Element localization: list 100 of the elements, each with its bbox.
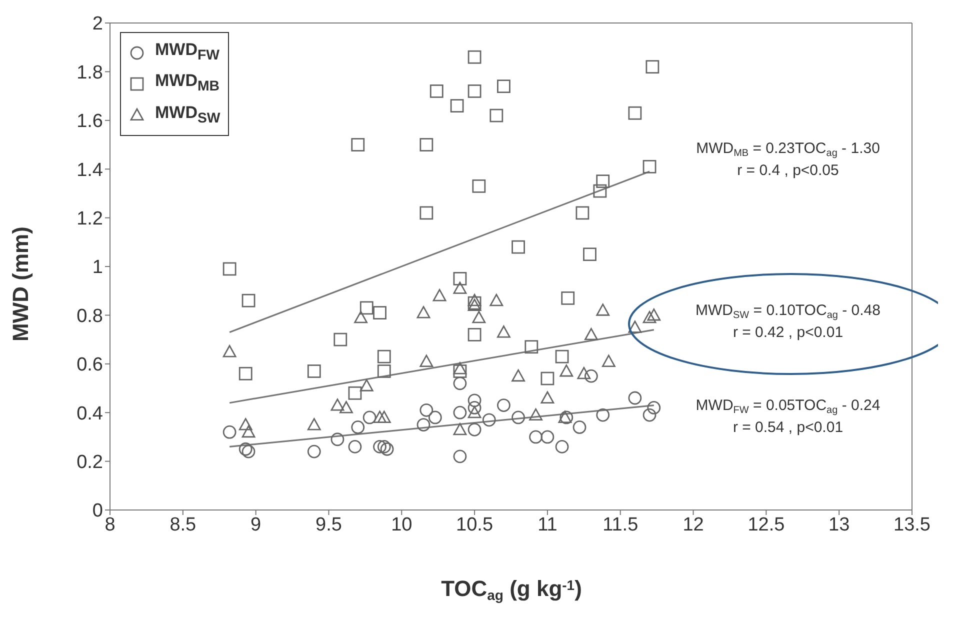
legend-label: MWD$_{SW}$	[155, 102, 220, 128]
point	[628, 320, 642, 333]
point	[468, 84, 482, 98]
point	[430, 84, 444, 98]
annotation: MWD$_{FW}$ = 0.05TOC$_{ag}$ - 0.24	[696, 397, 880, 416]
point	[472, 179, 486, 193]
x-tick-label: 8.5	[170, 514, 196, 536]
point	[348, 386, 362, 400]
x-tick-label: 11.5	[602, 514, 638, 536]
point	[468, 294, 482, 306]
annotation: MWD$_{SW}$ = 0.10TOC$_{ag}$ - 0.48	[696, 302, 880, 321]
point	[468, 50, 482, 64]
y-axis-title: MWD (mm)	[8, 226, 33, 342]
x-tick-label: 12.5	[748, 514, 785, 536]
y-tick-label: 1.6	[76, 111, 103, 132]
point	[497, 326, 510, 338]
point	[242, 444, 256, 458]
point	[540, 391, 554, 404]
point	[490, 108, 504, 122]
point	[242, 294, 256, 308]
point	[453, 422, 467, 436]
point	[373, 440, 386, 454]
point	[242, 425, 256, 438]
point	[420, 354, 434, 367]
point	[628, 106, 642, 120]
point	[512, 369, 525, 382]
point	[307, 418, 321, 430]
point	[512, 410, 525, 424]
x-tick-label: 13.5	[894, 514, 930, 536]
point	[596, 304, 610, 316]
y-tick-label: 0	[92, 500, 103, 522]
point	[468, 422, 482, 436]
y-tick-label: 0.2	[76, 452, 103, 474]
point	[453, 364, 467, 378]
point	[222, 345, 236, 358]
point	[377, 410, 391, 423]
point	[540, 430, 554, 444]
point	[572, 420, 586, 434]
point	[472, 310, 486, 324]
point	[307, 364, 321, 378]
point	[453, 362, 467, 374]
point	[468, 298, 482, 311]
y-tick-label: 1	[92, 257, 103, 278]
point	[642, 408, 656, 422]
point	[420, 403, 434, 417]
x-tick-label: 12	[682, 514, 704, 536]
point	[307, 444, 321, 458]
point	[555, 350, 569, 364]
point	[555, 440, 569, 454]
point	[576, 206, 590, 220]
point	[334, 332, 348, 346]
point	[380, 442, 394, 456]
x-tick-label: 10	[391, 514, 412, 536]
annotation: r = 0.42 , p<0.01	[732, 324, 844, 341]
point	[377, 350, 391, 364]
point	[420, 206, 434, 220]
x-tick-label: 8	[104, 514, 116, 536]
point	[529, 430, 542, 444]
point	[642, 310, 656, 324]
point	[642, 160, 656, 174]
x-tick-label: 13	[828, 514, 850, 536]
point	[377, 364, 391, 378]
point	[497, 80, 510, 94]
point	[490, 294, 504, 306]
point	[468, 401, 482, 414]
point	[453, 376, 467, 390]
point	[351, 420, 365, 434]
point	[238, 366, 252, 380]
y-tick-label: 0.6	[76, 354, 103, 376]
point	[468, 296, 482, 310]
point	[482, 413, 496, 427]
point	[647, 401, 661, 414]
point	[377, 440, 391, 454]
point	[453, 450, 467, 464]
point	[416, 418, 430, 432]
point	[584, 369, 598, 383]
point	[238, 442, 252, 456]
point	[628, 391, 642, 405]
point	[420, 138, 434, 152]
point	[540, 372, 554, 386]
point	[453, 272, 467, 286]
point	[512, 240, 525, 254]
point	[340, 401, 353, 414]
point	[416, 306, 430, 318]
point	[222, 262, 236, 276]
x-tick-label: 9.5	[316, 514, 342, 536]
point	[238, 418, 252, 430]
x-tick-label: 10.5	[456, 514, 494, 536]
point	[360, 301, 374, 315]
point	[602, 354, 616, 367]
point	[373, 410, 386, 423]
point	[583, 248, 596, 262]
y-tick-label: 1.2	[76, 208, 103, 230]
point	[351, 138, 365, 152]
y-tick-label: 1.4	[76, 160, 104, 181]
point	[596, 174, 610, 188]
point	[524, 340, 538, 354]
point	[529, 408, 542, 421]
annotation: r = 0.54 , p<0.01	[732, 419, 844, 436]
point	[373, 306, 386, 320]
